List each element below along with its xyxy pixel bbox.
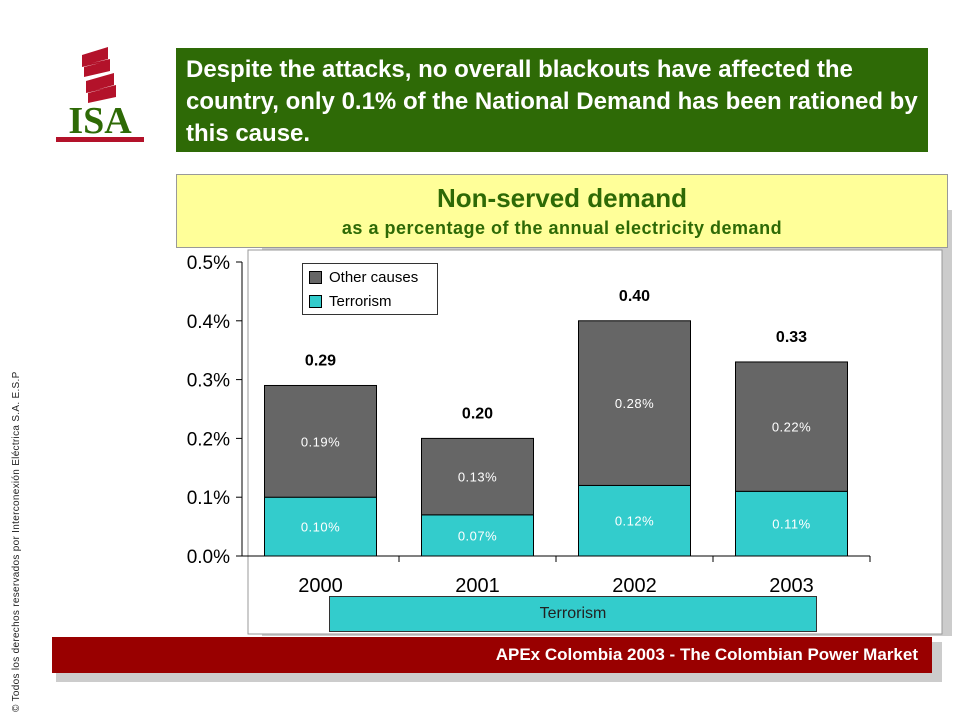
lightning-bolt-icon	[82, 47, 116, 103]
total-label-2000: 0.29	[305, 352, 336, 369]
y-tick-label-4: 0.4%	[187, 312, 230, 333]
logo-text: ISA	[68, 100, 132, 142]
chart-title-box: Non-served demand as a percentage of the…	[176, 174, 948, 248]
data-label-other-2001: 0.13%	[458, 470, 497, 485]
isa-logo: ISA	[56, 47, 144, 142]
bar-other-2001	[421, 437, 534, 516]
legend-item-other: Other causes	[309, 266, 437, 288]
y-tick-label-1: 0.1%	[187, 488, 230, 509]
chart-title: Non-served demand	[437, 183, 687, 213]
x-tick-label-2001: 2001	[455, 575, 500, 597]
headline-banner: Despite the attacks, no overall blackout…	[176, 48, 928, 152]
chart-subtitle: as a percentage of the annual electricit…	[341, 218, 783, 238]
data-label-other-2003: 0.22%	[772, 420, 811, 435]
legend-swatch-terrorism	[309, 294, 322, 308]
logo-underline	[56, 137, 144, 142]
data-label-terrorism-2000: 0.10%	[301, 520, 340, 535]
y-tick-label-0: 0.0%	[187, 547, 230, 568]
bar-other-2002	[578, 320, 691, 486]
bar-other-2003	[735, 361, 848, 492]
bar-terrorism-2000	[264, 496, 377, 557]
data-label-other-2000: 0.19%	[301, 434, 340, 449]
footer-bar: APEx Colombia 2003 - The Colombian Power…	[52, 637, 932, 673]
bar-terrorism-2001	[421, 514, 534, 557]
y-tick-label-2: 0.2%	[187, 429, 230, 450]
y-tick-label-3: 0.3%	[187, 371, 230, 392]
data-label-terrorism-2001: 0.07%	[458, 528, 497, 543]
x-tick-label-2002: 2002	[612, 575, 657, 597]
y-tick-label-5: 0.5%	[187, 253, 230, 274]
data-label-terrorism-2003: 0.11%	[772, 517, 810, 532]
chart-legend: Other causes Terrorism	[302, 263, 438, 315]
bar-terrorism-2002	[578, 484, 691, 557]
total-label-2002: 0.40	[619, 288, 650, 305]
total-label-2001: 0.20	[462, 405, 493, 422]
total-label-2003: 0.33	[776, 329, 807, 346]
x-tick-label-2000: 2000	[298, 575, 343, 597]
legend-swatch-other	[309, 270, 322, 284]
terrorism-band: Terrorism	[329, 596, 817, 632]
data-label-terrorism-2002: 0.12%	[615, 514, 654, 529]
bar-other-2000	[264, 384, 377, 498]
data-label-other-2002: 0.28%	[615, 396, 654, 411]
bar-terrorism-2003	[735, 490, 848, 557]
x-tick-label-2003: 2003	[769, 575, 814, 597]
legend-label-terrorism: Terrorism	[329, 292, 392, 310]
legend-item-terrorism: Terrorism	[309, 290, 437, 312]
legend-label-other: Other causes	[329, 268, 419, 286]
